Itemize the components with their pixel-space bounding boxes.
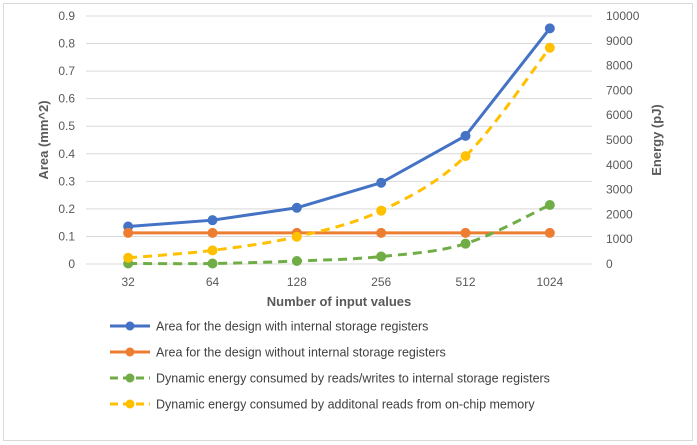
data-point — [544, 42, 555, 53]
legend-marker — [125, 373, 135, 383]
series-4 — [123, 42, 555, 263]
legend-item: Dynamic energy consumed by reads/writes … — [110, 372, 550, 386]
data-point — [291, 202, 302, 213]
data-point — [123, 227, 134, 238]
data-point — [460, 130, 471, 141]
data-point — [376, 205, 387, 216]
right-tick-label: 6000 — [606, 108, 633, 122]
x-axis-title: Number of input values — [267, 294, 411, 309]
series-line — [128, 46, 552, 260]
left-tick-label: 0.3 — [58, 174, 75, 188]
x-tick-label: 64 — [206, 275, 220, 289]
data-point — [123, 252, 134, 263]
series-layer — [123, 23, 555, 269]
legend-marker — [125, 399, 135, 409]
data-point — [460, 151, 471, 162]
legend-marker — [125, 321, 135, 331]
right-tick-label: 9000 — [606, 34, 633, 48]
left-tick-label: 0.1 — [58, 229, 75, 243]
data-point — [544, 23, 555, 34]
left-axis-title: Area (mm^2) — [36, 100, 51, 179]
x-axis-ticks: 32 64 128 256 512 1024 — [121, 275, 563, 289]
data-point — [376, 227, 387, 238]
x-tick-label: 256 — [371, 275, 391, 289]
gridlines — [86, 15, 592, 265]
right-tick-label: 10000 — [606, 9, 640, 23]
legend-label: Area for the design with internal storag… — [156, 320, 428, 334]
left-tick-label: 0.7 — [58, 64, 75, 78]
legend-label: Dynamic energy consumed by reads/writes … — [156, 372, 550, 386]
left-tick-label: 0.9 — [58, 9, 75, 23]
series-2 — [123, 227, 555, 238]
right-axis-ticks: 0 1000 2000 3000 4000 5000 6000 7000 8000 9000 100… — [606, 9, 640, 271]
right-tick-label: 7000 — [606, 83, 633, 97]
data-point — [207, 215, 218, 226]
data-point — [544, 199, 555, 210]
legend-item: Dynamic energy consumed by additonal rea… — [110, 398, 535, 412]
left-tick-label: 0.5 — [58, 119, 75, 133]
x-tick-label: 512 — [455, 275, 475, 289]
right-tick-label: 5000 — [606, 133, 633, 147]
data-point — [460, 227, 471, 238]
data-point — [460, 238, 471, 249]
legend-label: Area for the design without internal sto… — [156, 346, 446, 360]
x-tick-label: 32 — [121, 275, 135, 289]
series-line — [128, 27, 552, 229]
right-tick-label: 2000 — [606, 207, 633, 221]
legend-label: Dynamic energy consumed by additonal rea… — [156, 398, 535, 412]
left-tick-label: 0.6 — [58, 92, 75, 106]
legend-item: Area for the design with internal storag… — [110, 320, 428, 334]
legend-marker — [125, 347, 135, 357]
chart-frame — [3, 3, 693, 441]
right-tick-label: 4000 — [606, 158, 633, 172]
x-tick-label: 1024 — [536, 275, 563, 289]
legend: Area for the design with internal storag… — [110, 320, 550, 412]
data-point — [544, 227, 555, 238]
data-point — [291, 256, 302, 267]
left-tick-label: 0.4 — [58, 147, 75, 161]
left-tick-label: 0.8 — [58, 37, 75, 51]
data-point — [207, 245, 218, 256]
left-tick-label: 0.2 — [58, 202, 75, 216]
left-axis-ticks: 0 0.1 0.2 0.3 0.4 0.5 0.6 0.7 0.8 0.9 — [58, 9, 75, 271]
series-3 — [123, 199, 555, 269]
series-line — [128, 203, 551, 266]
right-tick-label: 8000 — [606, 59, 633, 73]
right-tick-label: 3000 — [606, 183, 633, 197]
right-axis-title: Energy (pJ) — [649, 104, 664, 176]
data-point — [207, 227, 218, 238]
data-point — [376, 177, 387, 188]
data-point — [207, 258, 218, 269]
left-tick-label: 0 — [68, 257, 75, 271]
right-tick-label: 0 — [606, 257, 613, 271]
data-point — [291, 231, 302, 242]
legend-item: Area for the design without internal sto… — [110, 346, 446, 360]
right-tick-label: 1000 — [606, 232, 633, 246]
data-point — [376, 251, 387, 262]
x-tick-label: 128 — [287, 275, 307, 289]
